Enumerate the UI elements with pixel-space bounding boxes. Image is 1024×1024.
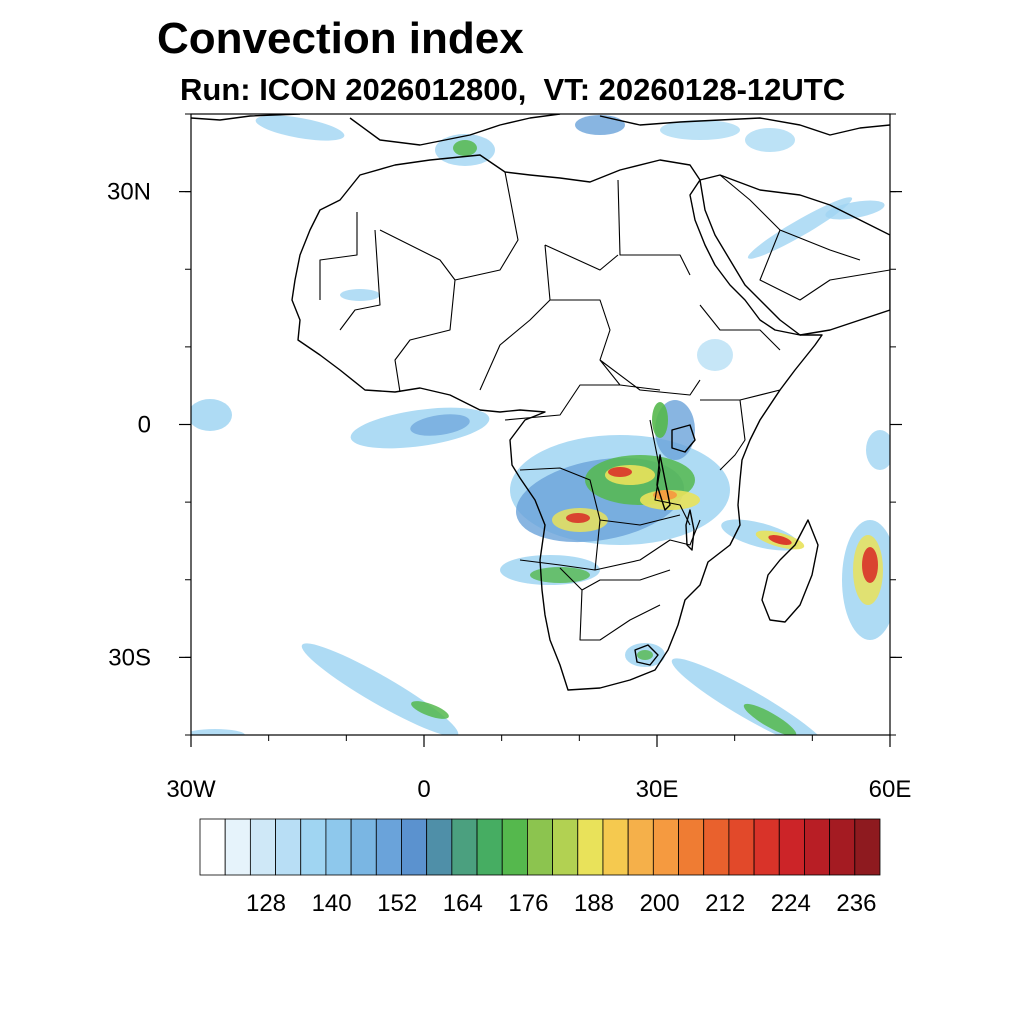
colorbar-swatch xyxy=(854,818,881,876)
convection-cell xyxy=(660,120,740,140)
colorbar-swatch xyxy=(728,818,755,876)
lon-tick-label: 30W xyxy=(166,776,216,803)
colorbar-swatch xyxy=(300,818,327,876)
madagascar-coastline xyxy=(761,519,819,623)
colorbar-swatch xyxy=(476,818,503,876)
colorbar-label: 212 xyxy=(705,890,745,917)
convection-cell xyxy=(768,535,792,545)
convection-cell xyxy=(608,467,632,477)
convection-cell xyxy=(747,197,853,259)
colorbar-swatch xyxy=(375,818,402,876)
colorbar-swatch xyxy=(778,818,805,876)
colorbar-swatch xyxy=(249,818,276,876)
colorbar-swatch xyxy=(325,818,352,876)
lake-malawi xyxy=(685,509,695,551)
colorbar-swatch xyxy=(426,818,453,876)
colorbar-label: 176 xyxy=(508,890,548,917)
colorbar-label: 200 xyxy=(640,890,680,917)
colorbar-label: 128 xyxy=(246,890,286,917)
colorbar-swatch xyxy=(501,818,528,876)
colorbar: 128 140 152 164 176 188 200 212 224 236 xyxy=(199,818,881,917)
convection-cell xyxy=(862,547,878,583)
lat-tick-label: 30S xyxy=(108,644,151,671)
lat-tick-label: 0 xyxy=(138,412,151,439)
lake-victoria xyxy=(671,424,696,453)
colorbar-swatch xyxy=(753,818,780,876)
chart-subtitle: Run: ICON 2026012800, VT: 20260128-12UTC xyxy=(180,72,846,107)
colorbar-swatch xyxy=(275,818,302,876)
lon-tick-label: 60E xyxy=(869,776,912,803)
colorbar-swatch xyxy=(804,818,831,876)
convection-cell xyxy=(743,703,797,735)
chart-title: Convection index xyxy=(157,14,524,63)
colorbar-swatch xyxy=(527,818,553,876)
convection-cell xyxy=(575,115,625,135)
lon-tick-label: 30E xyxy=(636,776,679,803)
colorbar-swatch xyxy=(602,818,629,876)
convection-cell xyxy=(866,430,890,470)
convection-cell xyxy=(652,402,668,438)
colorbar-swatch xyxy=(703,818,730,876)
colorbar-label: 164 xyxy=(443,890,483,917)
colorbar-swatch xyxy=(350,818,377,876)
colorbar-swatch xyxy=(401,818,428,876)
colorbar-swatch xyxy=(678,818,705,876)
convection-cell xyxy=(191,399,232,431)
africa-coastline xyxy=(291,154,823,691)
colorbar-label: 236 xyxy=(836,890,876,917)
map-frame xyxy=(190,113,891,736)
country-borders xyxy=(319,171,890,641)
arabia-coastline xyxy=(699,174,890,336)
convection-cell xyxy=(453,140,477,156)
convection-field-layer xyxy=(191,115,890,735)
convection-cell xyxy=(697,339,733,371)
convection-cell xyxy=(410,414,470,436)
colorbar-label: 224 xyxy=(771,890,811,917)
lake-tanganyika xyxy=(656,454,671,511)
colorbar-label: 152 xyxy=(377,890,417,917)
colorbar-label: 188 xyxy=(574,890,614,917)
convection-cell xyxy=(301,643,459,735)
colorbar-swatch xyxy=(451,818,478,876)
lon-tick-label: 0 xyxy=(417,776,430,803)
convection-cell xyxy=(255,115,345,141)
colorbar-swatch xyxy=(652,818,679,876)
colorbar-swatch xyxy=(627,818,654,876)
convection-cell xyxy=(745,128,795,152)
convection-cell xyxy=(411,701,449,719)
europe-coastline xyxy=(191,114,890,146)
convection-cell xyxy=(566,513,590,523)
colorbar-label: 140 xyxy=(312,890,352,917)
convection-cell xyxy=(637,650,653,660)
colorbar-swatch xyxy=(577,818,604,876)
colorbar-swatch xyxy=(829,818,856,876)
convection-cell xyxy=(530,567,590,583)
coastline-layer xyxy=(191,114,890,691)
colorbar-swatch xyxy=(224,818,251,876)
convection-cell xyxy=(825,200,885,220)
colorbar-swatch xyxy=(552,818,579,876)
colorbar-swatch xyxy=(199,818,226,876)
map-axes: 30N 0 30S 30W 0 30E 60E xyxy=(107,113,912,803)
convection-cell xyxy=(191,729,245,735)
convection-cell xyxy=(340,289,380,301)
lat-tick-label: 30N xyxy=(107,179,151,206)
lesotho-border xyxy=(634,644,659,666)
